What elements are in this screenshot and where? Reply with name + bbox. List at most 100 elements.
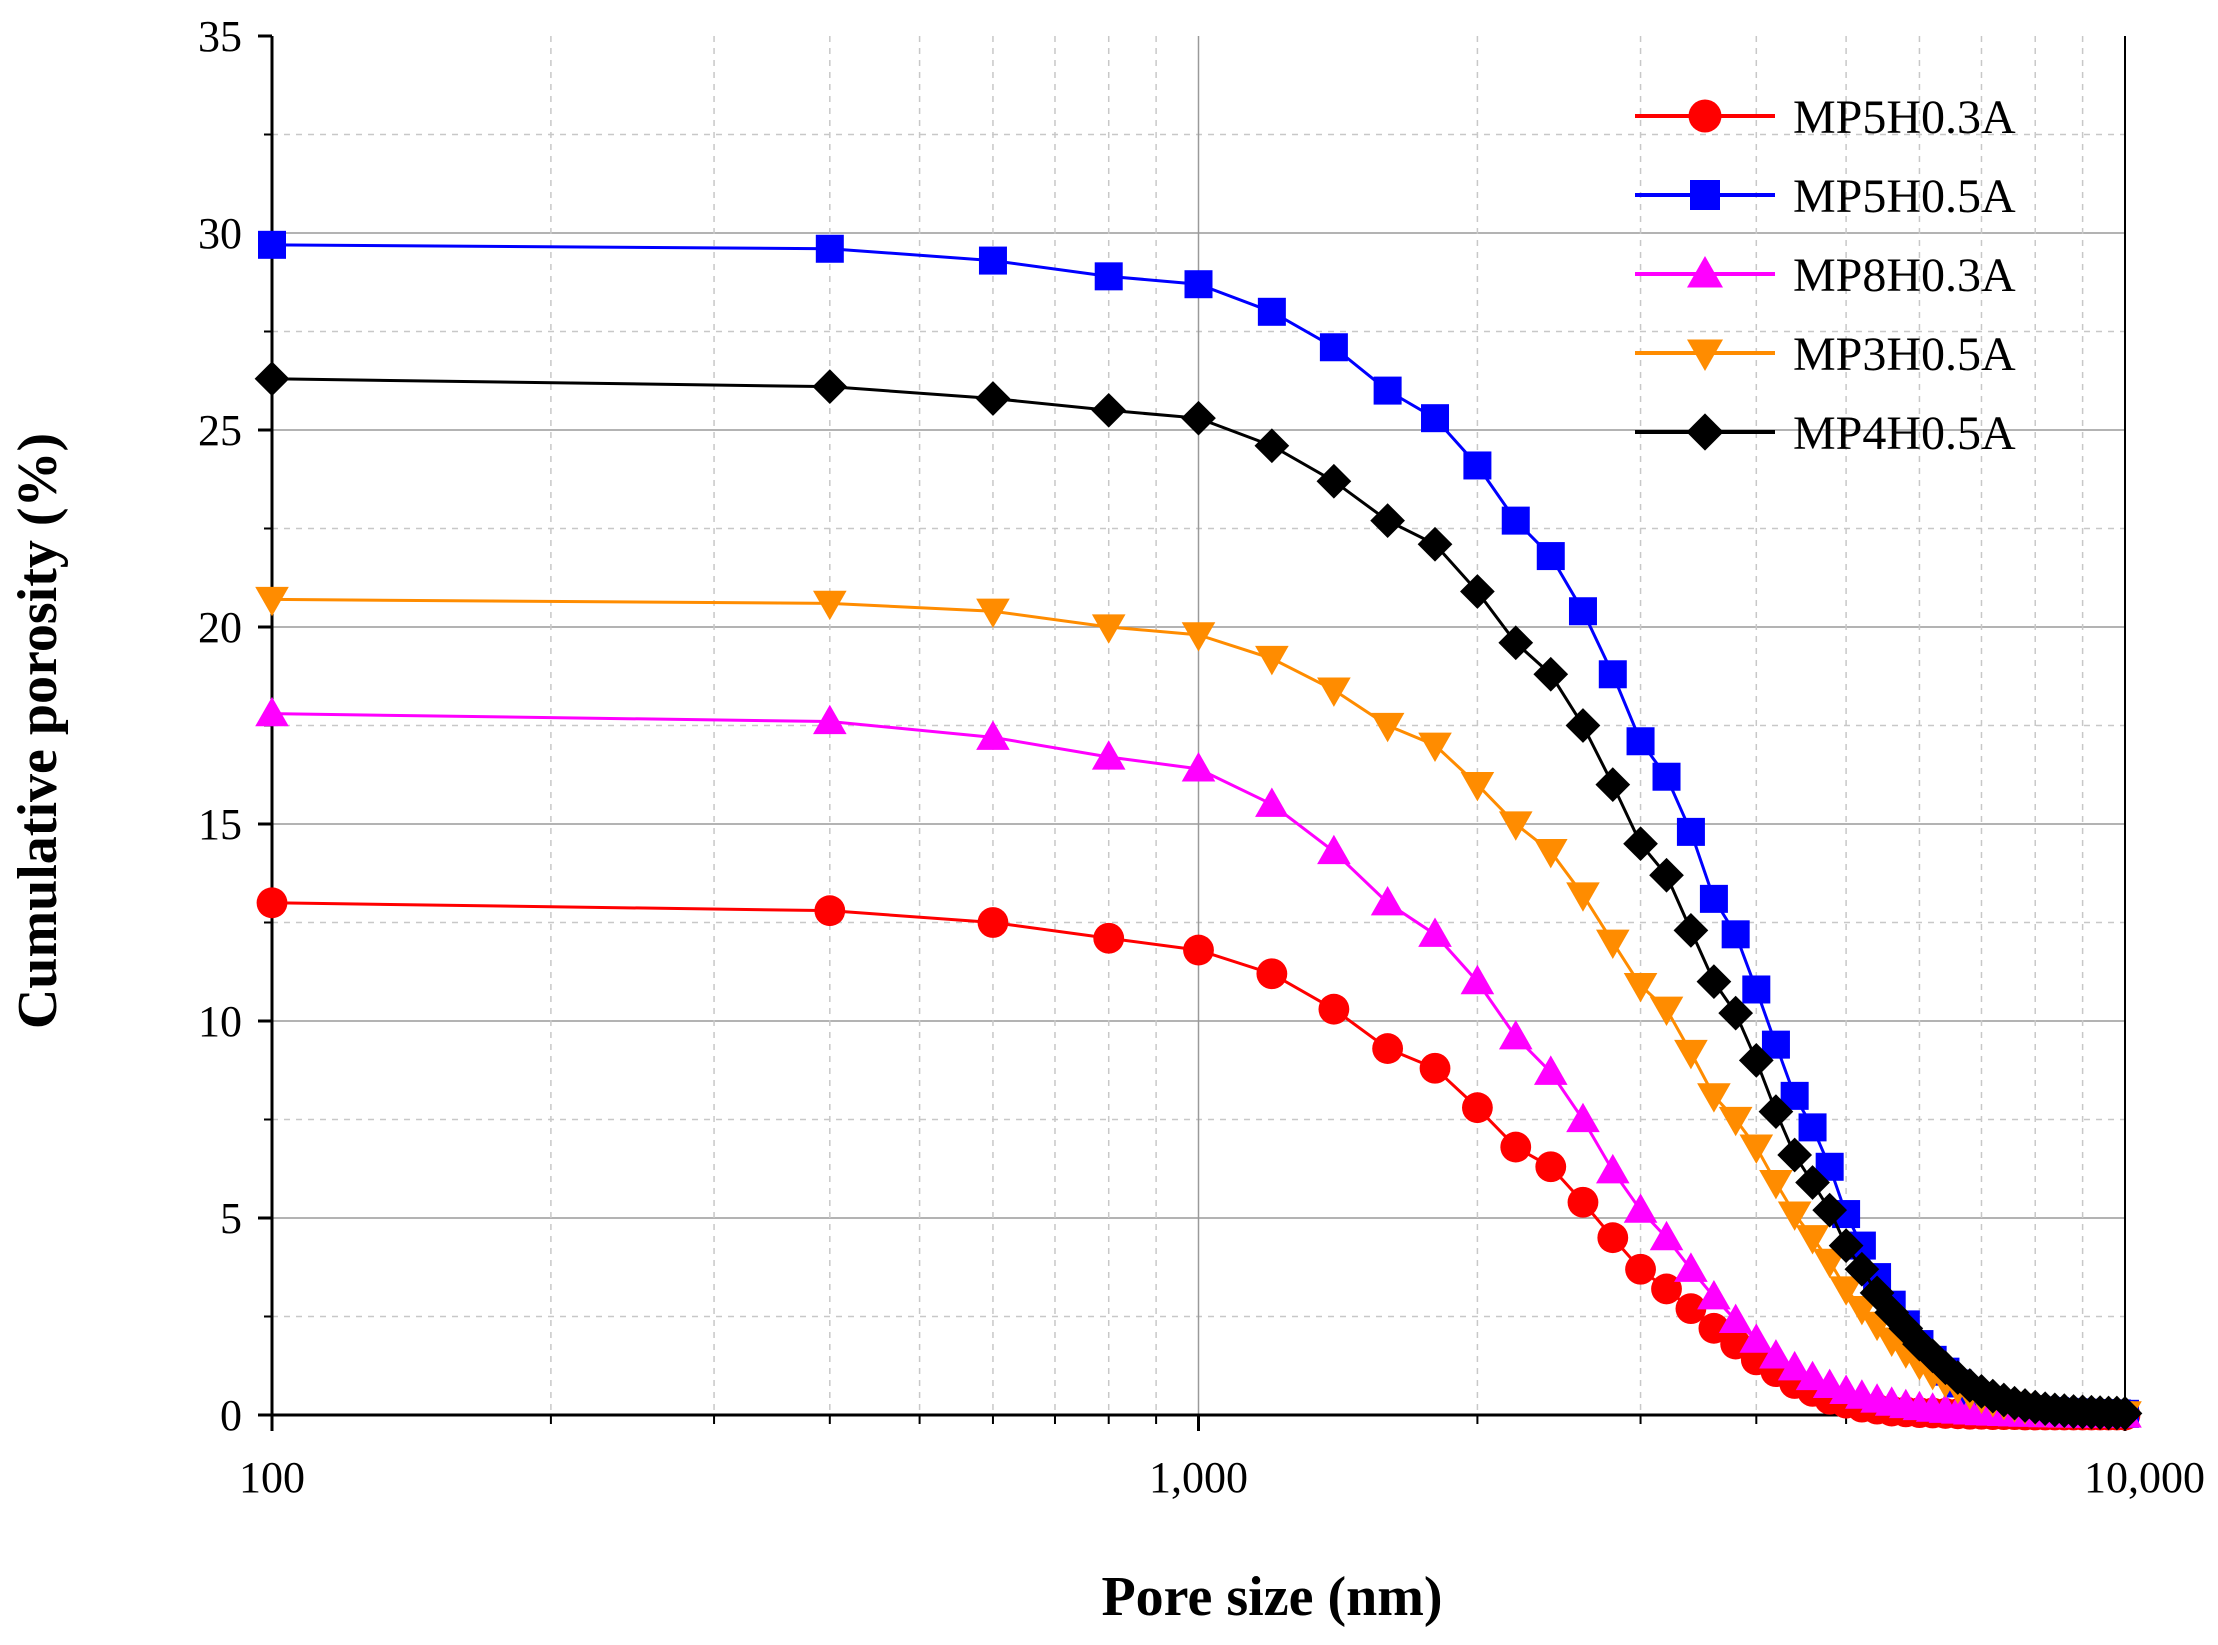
- data-point: [1718, 1106, 1753, 1137]
- data-point: [1795, 1225, 1830, 1255]
- data-point: [1795, 1165, 1830, 1200]
- data-point: [1316, 463, 1352, 499]
- data-point: [1317, 677, 1351, 707]
- legend-label: MP3H0.5A: [1793, 328, 2016, 381]
- data-point: [1460, 574, 1495, 609]
- data-point: [1674, 1252, 1708, 1282]
- data-point: [1370, 886, 1405, 916]
- legend-label: MP4H0.5A: [1793, 407, 2016, 460]
- data-point: [1318, 993, 1350, 1025]
- data-point: [1418, 917, 1452, 947]
- data-point: [1758, 1094, 1794, 1129]
- data-point: [1183, 934, 1214, 966]
- data-point: [1254, 428, 1290, 464]
- data-point: [2107, 1396, 2143, 1431]
- data-point: [1566, 1102, 1600, 1133]
- y-tick-label: 5: [220, 1194, 242, 1243]
- data-point: [1625, 1253, 1656, 1285]
- data-point: [1501, 506, 1530, 535]
- data-point: [1373, 376, 1402, 405]
- data-point: [1463, 451, 1492, 480]
- data-point: [976, 720, 1010, 750]
- data-point: [1317, 834, 1351, 865]
- y-tick-label: 30: [198, 209, 242, 258]
- data-point: [813, 704, 847, 735]
- data-point: [1568, 597, 1597, 626]
- data-point: [1255, 645, 1289, 676]
- data-point: [814, 895, 846, 927]
- series-MP4H0.5A: [254, 361, 2143, 1431]
- legend-marker: [1687, 339, 1723, 371]
- y-tick-label: 35: [198, 12, 242, 61]
- data-point: [1649, 996, 1684, 1026]
- legend-marker: [1688, 99, 1722, 133]
- data-point: [1828, 1228, 1864, 1263]
- data-point: [1795, 1360, 1830, 1391]
- data-point: [1184, 270, 1213, 299]
- legend-item: MP5H0.5A: [1635, 170, 2016, 223]
- data-point: [1651, 1273, 1682, 1305]
- data-point: [1595, 767, 1631, 802]
- x-tick-label: 10,000: [2084, 1453, 2205, 1502]
- y-tick-label: 15: [198, 800, 242, 849]
- legend-item: MP4H0.5A: [1635, 407, 2016, 460]
- data-point: [1419, 1052, 1451, 1084]
- data-point: [1697, 1280, 1731, 1310]
- data-point: [1256, 958, 1288, 990]
- data-point: [1533, 838, 1568, 869]
- data-point: [1567, 1186, 1599, 1218]
- legend-item: MP8H0.3A: [1635, 249, 2016, 302]
- data-point: [1777, 1137, 1813, 1173]
- data-point: [1940, 1360, 1976, 1395]
- data-point: [1535, 1151, 1567, 1183]
- data-point: [255, 586, 289, 617]
- y-tick-label: 10: [198, 997, 242, 1046]
- data-point: [254, 361, 290, 397]
- data-point: [1460, 772, 1495, 802]
- data-point: [978, 246, 1007, 275]
- data-point: [1673, 913, 1709, 948]
- data-point: [1697, 1083, 1731, 1113]
- legend-item: MP3H0.5A: [1635, 328, 2016, 381]
- x-axis-title: Pore size (nm): [1101, 1566, 1442, 1628]
- legend-label: MP5H0.5A: [1793, 170, 2016, 223]
- data-point: [1094, 262, 1123, 291]
- data-point: [1888, 1310, 1924, 1346]
- legend-layer: MP5H0.3A MP5H0.5A MP8H0.3A MP3H0.5A MP4H0.5A: [1635, 91, 2016, 460]
- x-tick-label: 1,000: [1149, 1453, 1248, 1502]
- y-tick-label: 0: [220, 1391, 242, 1440]
- data-point: [813, 590, 847, 621]
- data-point: [1370, 712, 1405, 743]
- data-point: [1902, 1326, 1937, 1362]
- legend-item: MP5H0.3A: [1635, 91, 2016, 144]
- data-point: [1698, 1312, 1730, 1344]
- data-point: [1255, 787, 1289, 817]
- data-point: [1721, 920, 1750, 949]
- data-point: [1319, 333, 1348, 362]
- data-point: [1536, 542, 1565, 571]
- data-point: [1417, 526, 1453, 562]
- data-point: [1597, 1222, 1629, 1254]
- data-point: [1565, 708, 1601, 743]
- data-point: [1777, 1201, 1812, 1231]
- data-point: [1460, 964, 1495, 995]
- data-point: [1739, 1134, 1774, 1164]
- data-point: [1091, 392, 1127, 428]
- data-point: [977, 907, 1009, 938]
- axes-layer: 0 5 10 15 20 25 30 35 100 1,000 10,000: [198, 12, 2205, 1502]
- data-point: [812, 369, 848, 405]
- data-point: [1498, 811, 1533, 841]
- legend-marker: [1690, 180, 1720, 210]
- data-point: [1623, 1193, 1658, 1223]
- data-point: [255, 696, 289, 727]
- data-point: [1759, 1339, 1793, 1369]
- data-point: [1181, 752, 1216, 782]
- series-layer: [254, 230, 2143, 1431]
- data-point: [1418, 732, 1452, 762]
- data-point: [1623, 972, 1658, 1003]
- data-point: [1533, 656, 1569, 692]
- data-point: [1498, 625, 1534, 661]
- data-point: [1595, 929, 1630, 959]
- legend-marker: [1686, 413, 1724, 451]
